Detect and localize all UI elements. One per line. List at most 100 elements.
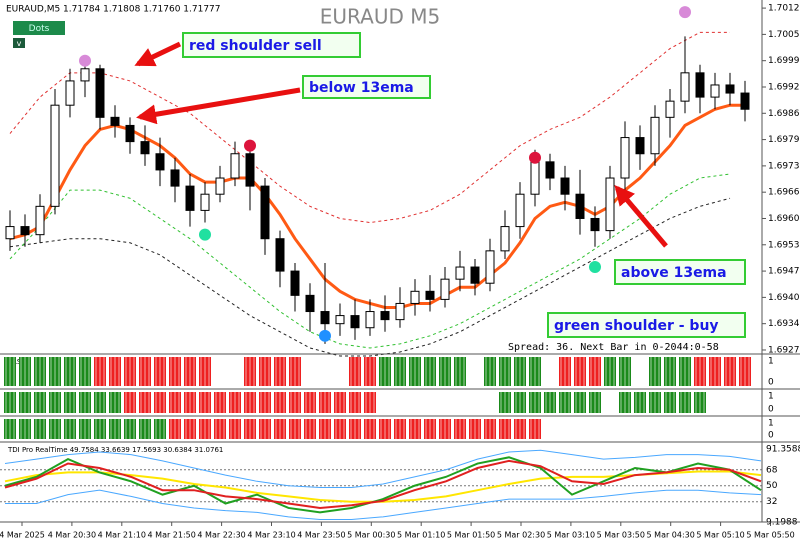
candle-body <box>35 205 45 236</box>
toggle[interactable] <box>13 38 25 48</box>
candle-body <box>50 104 60 207</box>
y-tick-label: 1.69730 <box>768 161 800 171</box>
panel-frames <box>0 0 800 523</box>
candle-body <box>20 226 30 236</box>
y-tick-label: 1.69795 <box>768 135 800 145</box>
candle-body <box>320 311 330 325</box>
x-tick-label: 5 Mar 01:10 <box>397 531 445 540</box>
y-tick-label: 1.69340 <box>768 319 800 329</box>
y-tick-label: 0 <box>768 431 774 441</box>
candle-body <box>515 193 525 228</box>
candle-body <box>500 226 510 252</box>
y-tick-label: 1 <box>768 419 774 429</box>
candle-body <box>275 238 285 272</box>
row-label: RSI <box>12 358 23 366</box>
y-tick-label: 1 <box>768 357 774 367</box>
series-line <box>9 173 731 349</box>
y-tick-label: 50 <box>766 481 778 491</box>
candle-body <box>230 153 240 179</box>
y-tick-label: 1.69405 <box>768 293 800 303</box>
y-tick-label: 91.3588 <box>766 445 800 455</box>
candle-body <box>710 84 720 98</box>
candle-body <box>410 290 420 304</box>
x-tick-label: 5 Mar 03:50 <box>597 531 645 540</box>
toggle-label[interactable]: v <box>17 39 22 48</box>
x-tick-label: 4 Mar 2025 <box>0 531 45 540</box>
candle-body <box>425 290 435 300</box>
y-tick-label: 1.69275 <box>768 345 800 355</box>
y-tick-label: 1.69925 <box>768 82 800 92</box>
x-tick-label: 5 Mar 04:30 <box>647 531 695 540</box>
y-tick-label: 1.69665 <box>768 188 800 198</box>
signal-dot <box>199 228 211 241</box>
candle-body <box>680 72 690 102</box>
dots-button[interactable] <box>13 21 65 35</box>
candle-body <box>350 315 360 329</box>
chart-title: EURAUD M5 <box>320 5 440 29</box>
candle-body <box>95 68 105 118</box>
y-tick-label: 1.70120 <box>768 4 800 14</box>
candle-body <box>605 177 615 232</box>
y-tick-label: 1 <box>768 392 774 402</box>
y-tick-label: 68 <box>766 465 778 475</box>
candle-body <box>380 311 390 321</box>
candle-body <box>260 185 270 240</box>
x-tick-label: 4 Mar 23:10 <box>247 531 295 540</box>
candle-body <box>635 137 645 155</box>
dots-button-label[interactable]: Dots <box>29 24 50 34</box>
annotation: red shoulder sell <box>189 38 322 54</box>
candle-body <box>395 302 405 321</box>
annotation-arrows <box>134 41 668 248</box>
series-line <box>9 31 730 224</box>
candle-body <box>215 177 225 195</box>
annotation-box <box>302 75 431 99</box>
y-tick-label: 1.69470 <box>768 267 800 277</box>
y-tick-label: 1.69600 <box>768 214 800 224</box>
signal-dot <box>79 54 91 67</box>
x-tick-label: 4 Mar 21:10 <box>98 531 146 540</box>
y-tick-label: 1.69860 <box>768 109 800 119</box>
signal-dot <box>529 151 541 164</box>
annotation: green shoulder - buy <box>554 318 719 334</box>
x-tick-label: 4 Mar 23:50 <box>297 531 345 540</box>
y-tick-label: 1.70055 <box>768 30 800 40</box>
candle-body <box>200 193 210 211</box>
signal-dot <box>589 261 601 274</box>
candle-body <box>725 84 735 94</box>
candle-body <box>575 193 585 219</box>
x-tick-label: 5 Mar 00:30 <box>347 531 395 540</box>
tdi-line <box>4 449 762 489</box>
x-tick-label: 5 Mar 03:10 <box>547 531 595 540</box>
candle-body <box>740 92 750 110</box>
candle-body <box>80 68 90 82</box>
candle-body <box>125 124 135 143</box>
symbol-info: EURAUD,M5 1.71784 1.71808 1.71760 1.7177… <box>6 5 221 15</box>
y-tick-label: 1.69535 <box>768 240 800 250</box>
candle-body <box>590 217 600 232</box>
candle-body <box>140 141 150 155</box>
candle-body <box>695 72 705 98</box>
candle-body <box>170 169 180 187</box>
signal-dot <box>679 6 691 19</box>
tdi-line <box>5 489 762 521</box>
candle-body <box>5 226 15 240</box>
x-tick-label: 4 Mar 20:30 <box>48 531 96 540</box>
candle-body <box>110 116 120 126</box>
tdi-line <box>4 459 762 509</box>
annotation: below 13ema <box>309 80 414 96</box>
y-tick-label: 1.69990 <box>768 56 800 66</box>
x-tick-label: 5 Mar 05:10 <box>696 531 744 540</box>
x-tick-label: 5 Mar 02:30 <box>497 531 545 540</box>
panel-title: TDI Pro RealTime 49.7584 33.6639 17.5693… <box>7 446 223 454</box>
candle-body <box>665 100 675 118</box>
candle-body <box>245 153 255 187</box>
series-line <box>9 197 731 357</box>
candle-body <box>290 270 300 296</box>
candle-body <box>185 185 195 211</box>
candle-body <box>530 161 540 195</box>
candle-body <box>65 80 75 106</box>
tdi-line <box>4 456 762 514</box>
y-tick-label: 32 <box>766 497 777 507</box>
candle-body <box>365 311 375 329</box>
